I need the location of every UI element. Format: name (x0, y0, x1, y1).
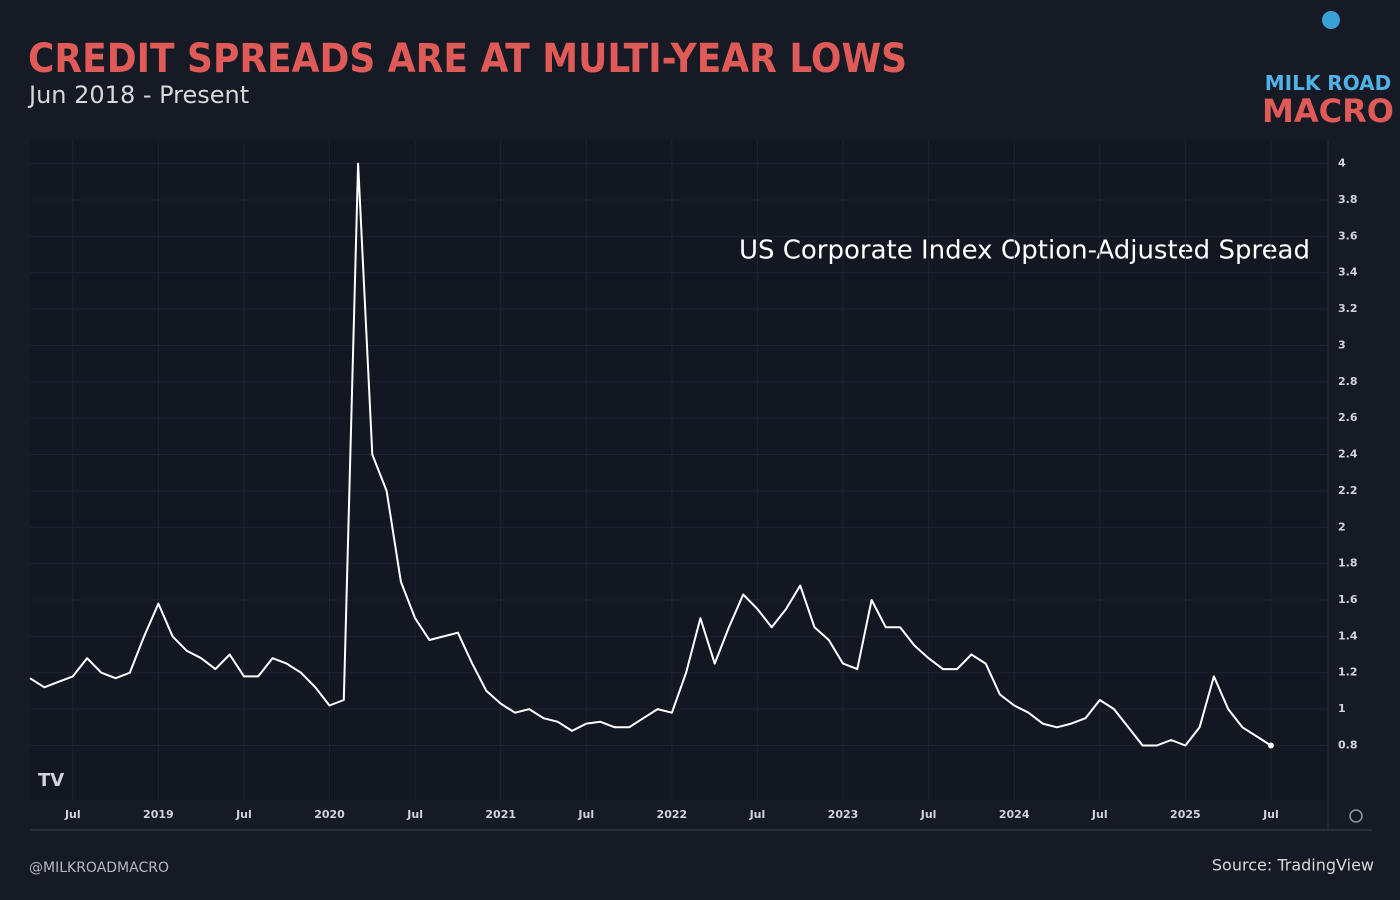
series-label: US Corporate Index Option-Adjusted Sprea… (739, 236, 1310, 266)
x-tick-label: 2019 (143, 808, 174, 821)
x-tick-label: Jul (920, 808, 937, 821)
y-tick-label: 1.2 (1338, 666, 1358, 679)
y-tick-label: 3.4 (1338, 266, 1358, 279)
x-tick-label: Jul (1262, 808, 1279, 821)
y-tick-label: 1.4 (1338, 629, 1358, 642)
y-tick-label: 3 (1338, 338, 1346, 351)
y-tick-label: 2 (1338, 520, 1346, 533)
x-tick-label: 2025 (1170, 808, 1201, 821)
y-tick-label: 3.6 (1338, 229, 1358, 242)
y-tick-label: 1.8 (1338, 557, 1358, 570)
line (29, 162, 1272, 747)
x-tick-label: 2024 (999, 808, 1030, 821)
y-tick-label: 2.4 (1338, 448, 1358, 461)
y-tick-label: 2.2 (1338, 484, 1358, 497)
x-tick-label: Jul (235, 808, 252, 821)
chart-title: CREDIT SPREADS ARE AT MULTI-YEAR LOWS (28, 36, 907, 82)
chart-subtitle: Jun 2018 - Present (27, 81, 249, 109)
y-tick-label: 3.2 (1338, 302, 1358, 315)
logo-bottom: MACRO (1262, 92, 1394, 130)
end-point (1267, 742, 1274, 749)
y-tick-label: 0.8 (1338, 738, 1358, 751)
tv-logo: TV (38, 770, 64, 791)
source: Source: TradingView (1212, 856, 1374, 875)
x-tick-label: 2022 (657, 808, 688, 821)
x-tick-label: 2020 (314, 808, 345, 821)
x-tick-label: Jul (577, 808, 594, 821)
y-tick-label: 2.8 (1338, 375, 1358, 388)
y-tick-label: 4 (1338, 157, 1346, 170)
logo-top: MILK ROAD (1265, 71, 1392, 95)
y-tick-label: 1 (1338, 702, 1346, 715)
x-tick-label: 2023 (828, 808, 859, 821)
x-tick-label: Jul (749, 808, 766, 821)
x-tick-label: 2021 (485, 808, 516, 821)
y-tick-label: 2.6 (1338, 411, 1358, 424)
logo-globe (1322, 11, 1340, 29)
credit: @MILKROADMACRO (29, 860, 169, 876)
x-tick-label: Jul (406, 808, 423, 821)
x-tick-label: Jul (1091, 808, 1108, 821)
y-tick-label: 1.6 (1338, 593, 1358, 606)
x-tick-label: Jul (64, 808, 81, 821)
settings-icon (1349, 809, 1363, 823)
y-tick-label: 3.8 (1338, 193, 1358, 206)
